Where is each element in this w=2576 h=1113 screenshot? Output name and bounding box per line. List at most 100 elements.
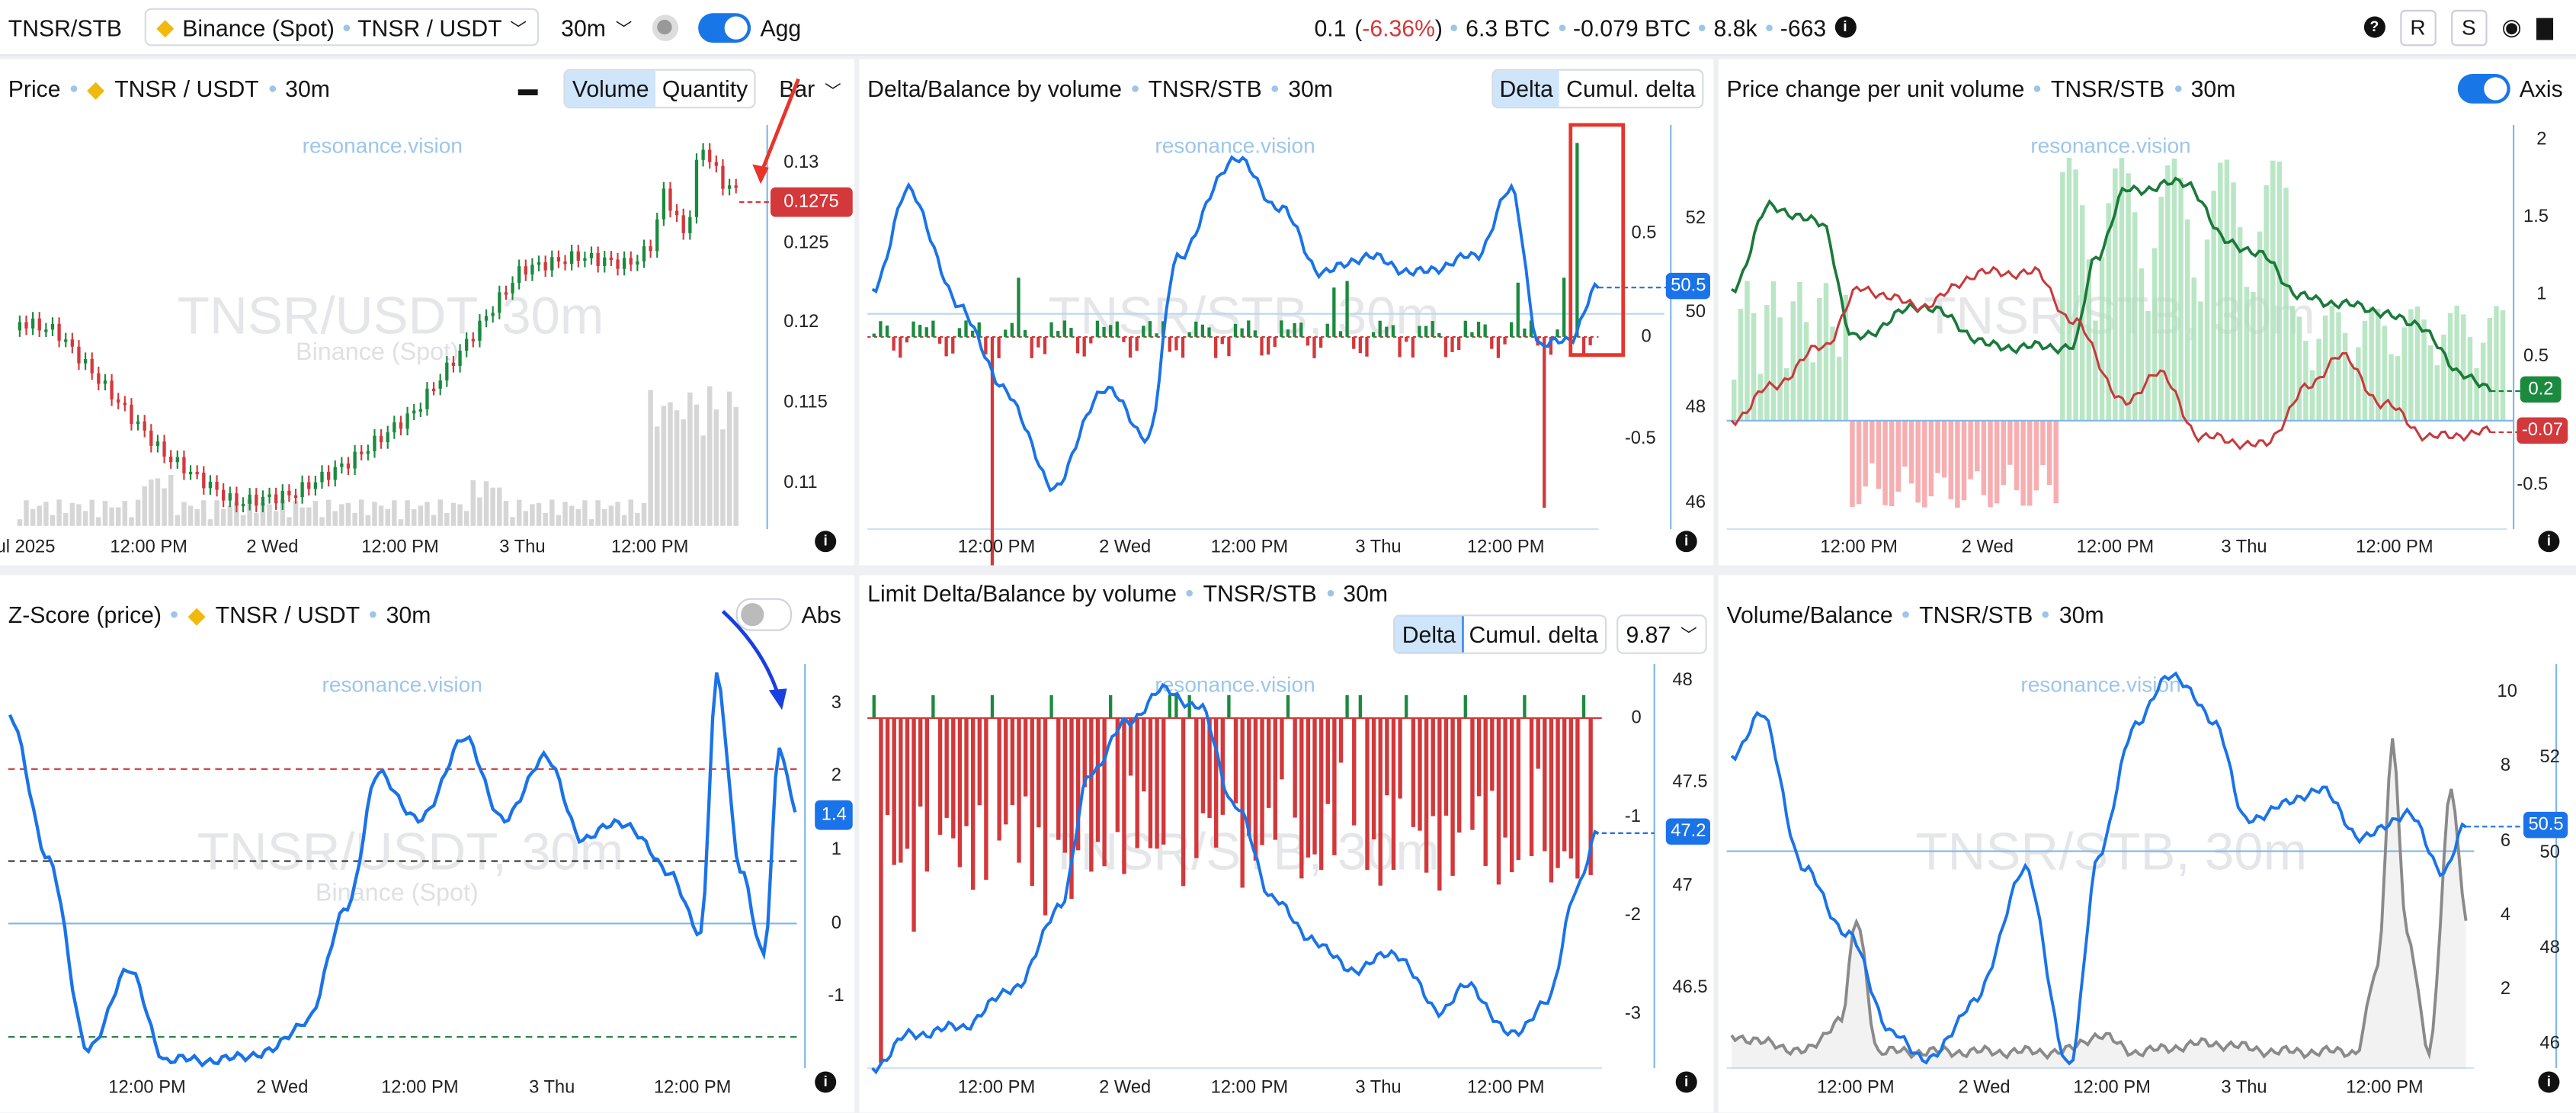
limit-bar-up [1049,694,1053,718]
bar-positive [2329,306,2335,421]
candle-body [556,257,561,262]
delta-bar-up [1509,322,1514,337]
volume-bar [149,480,154,526]
tab-cumul-delta[interactable]: Cumul. delta [1469,621,1598,648]
symbol-label: TNSR/STB [1148,75,1262,102]
limit-bar-down [1095,717,1101,842]
limit-bar-up [872,694,876,718]
toolbar-right: ? R S ◉ ▇ [2363,8,2553,46]
bar-positive [2349,363,2354,421]
candle-body [57,323,61,341]
x-tick: 2 Wed [246,537,299,557]
delta-bar-down [1075,336,1080,354]
separator-dot [370,611,376,618]
candle-body [110,380,114,399]
volume-bar [713,409,719,526]
stat-change: (-6.36%) [1354,14,1443,40]
delta-balance-panel: Delta/Balance by volume TNSR/STB 30m Del… [859,59,1714,566]
y-tick-left: 2 [2500,979,2511,999]
tab-volume[interactable]: Volume [566,70,656,107]
bar-positive [1757,374,1763,421]
tab-quantity[interactable]: Quantity [662,75,748,102]
info-icon[interactable]: i [1675,1071,1697,1093]
symbol-label: TNSR/STB [1203,579,1317,607]
bar-positive [2454,305,2459,421]
exchange-selector[interactable]: ◆ Binance (Spot) TNSR / USDT ﹀ [145,8,538,47]
panel-header: Price change per unit volume TNSR/STB 30… [1719,59,2576,119]
price-chart [17,78,800,530]
bar-positive [2382,326,2388,421]
limit-bar-down [957,717,963,868]
limit-bar-down [1556,717,1560,868]
x-tick: 3 Thu [1355,1078,1402,1098]
x-tick: 3 Thu [2221,1078,2267,1098]
volume-bar [240,515,246,526]
candle-body [511,283,514,293]
bar-positive [2401,327,2407,421]
delta-bar-up [1338,331,1343,337]
delta-bar-down [1318,336,1323,348]
delta-bar-up [970,330,975,337]
info-icon[interactable]: i [815,531,837,553]
ruler-icon[interactable]: ▬ [517,77,538,101]
info-icon[interactable]: i [2538,531,2560,553]
r-button[interactable]: R [2399,8,2437,46]
axis-toggle[interactable] [2456,74,2510,104]
volume-bar [155,478,161,526]
volume-bar [463,511,469,526]
delta-bar-down [905,336,909,343]
y-tick: 2 [831,765,841,786]
volume-bar [293,501,299,526]
binance-icon: ◆ [187,600,206,627]
limit-bar-down [1411,717,1416,827]
y-tick-right: 47.5 [1672,772,1708,792]
limit-bar-down [1352,717,1357,826]
abs-label: Abs [801,601,841,628]
tab-cumul-delta[interactable]: Cumul. delta [1566,75,1696,102]
volume-bar [247,499,252,526]
y-tick-left: 0 [1641,326,1652,347]
limit-bar-down [905,717,910,849]
bar-positive [2113,168,2118,421]
s-button[interactable]: S [2450,8,2488,46]
delta-bar-up [1194,321,1198,337]
candle-body [445,362,449,381]
record-icon[interactable] [652,14,678,40]
bar-positive [2165,165,2171,421]
panel-title: Volume/Balance [1726,601,1893,628]
candle-body [694,159,699,217]
eye-icon[interactable]: ◉ [2501,13,2522,40]
delta-bar-up [1299,322,1303,337]
y-tick: 1.5 [2523,207,2549,227]
volume-bar [503,501,509,526]
x-tick: 12:00 PM [1210,1078,1289,1098]
bar-positive [2191,277,2197,421]
volume-bar [510,517,515,526]
delta-bar-up [872,333,876,337]
candle-body [504,292,508,295]
info-icon[interactable]: i [1675,531,1697,553]
candle-body [589,252,594,258]
delta-bar-up [1233,323,1238,337]
delta-bar-up [1476,321,1481,337]
info-icon[interactable]: i [1834,16,1857,38]
volume-mode-tabs: Volume Quantity [564,69,757,109]
tab-delta[interactable]: Delta [1395,616,1464,653]
info-icon[interactable]: i [815,1071,837,1093]
delta-bar-down [1181,336,1185,358]
tab-delta[interactable]: Delta [1492,70,1560,107]
volume-bar [516,499,522,526]
candle-body [30,318,35,329]
candle-body [405,413,409,429]
bar-negative [1870,420,1875,463]
agg-toggle[interactable] [697,12,751,42]
volume-bar [674,410,680,526]
interval-selector[interactable]: 30m ﹀ [561,14,632,40]
trash-icon[interactable]: ▇ [2536,14,2553,39]
delta-bar-down [990,336,995,566]
help-icon[interactable]: ? [2363,16,2385,38]
abs-toggle[interactable] [735,598,792,631]
info-icon[interactable]: i [2538,1071,2560,1093]
limit-size-select[interactable]: 9.87 ﹀ [1616,614,1707,654]
delta-bar-down [1122,336,1126,342]
